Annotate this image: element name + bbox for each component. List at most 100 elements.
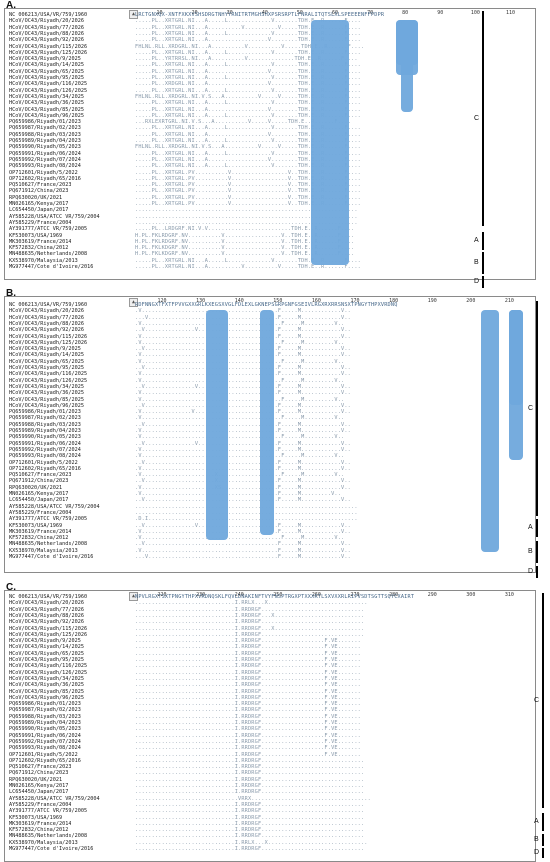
sequence-name: HCoV/OC43/Riyadh/116/2025 <box>9 81 88 88</box>
alignment-viewer[interactable]: ▲ 220 230 240 250 260 270 280 290 300 310 NC 006213… <box>4 590 536 862</box>
scroll-arrow-icon[interactable]: ▲ <box>129 10 138 19</box>
aligned-sequence: ..............................I.RRDRGF..… <box>135 820 365 827</box>
sequence-name: PQ659993/Riyadh/08/2024 <box>9 745 81 752</box>
aligned-sequence: ..............................I.RRDRGF..… <box>135 776 365 783</box>
ruler-tick-label: 190 <box>427 298 437 304</box>
clade-bar <box>536 519 538 537</box>
panel-label: C. <box>6 582 16 593</box>
sequence-name: LC654450/Japan/2017 <box>9 789 69 796</box>
aligned-sequence: .V......................................… <box>135 446 352 453</box>
aligned-sequence: .....PL..XRDGRL.NI...A..................… <box>135 81 361 88</box>
aligned-sequence: .V......................................… <box>135 308 352 315</box>
sequence-name: OP712602/Riyadh/65/2016 <box>9 175 81 182</box>
clade-label: C <box>528 404 534 412</box>
aligned-sequence: ..............................I.RRDRGF..… <box>135 764 365 771</box>
aligned-sequence: ..............................I.RRDRGF..… <box>135 808 365 815</box>
aligned-sequence: .....PL..XRTGRL.NI...A.....L............… <box>135 62 361 69</box>
sequence-name: KF530073/USA/1969 <box>9 814 63 821</box>
sequence-name: MN488635/Netherlands/2008 <box>9 833 88 840</box>
ruler-tick-label: 250 <box>273 592 283 598</box>
ruler-tick-label: 130 <box>196 298 206 304</box>
aligned-sequence: .....PL..XRTGRL.PV..........V...........… <box>135 182 361 189</box>
sequence-name: HCoV/OC43/Riyadh/9/2025 <box>9 346 81 353</box>
ruler-tick-label: 10 <box>156 10 163 16</box>
aligned-sequence: .....PL..XRTGRL.NI...A.....L............… <box>135 87 361 94</box>
sequence-name: HCoV/OC43/Riyadh/88/2026 <box>9 612 84 619</box>
sequence-name: PQ659988/Riyadh/03/2023 <box>9 131 81 138</box>
aligned-sequence: .....PL..XRTGRL.PV..........V...........… <box>135 169 361 176</box>
sequence-name: RPQ630020/UK/2021 <box>9 194 63 201</box>
aligned-sequence: .....PL..XRTGRL.PV..........V...........… <box>135 175 361 182</box>
sequence-name: OP712602/Riyadh/65/2016 <box>9 757 81 764</box>
alignment-viewer[interactable]: ▲ 10 20 30 40 50 60 70 80 90 100 110 NC 006213/USA/V… <box>4 8 536 280</box>
sequence-name: AY585229/France/2004 <box>9 801 72 808</box>
sequence-name: PQ510627/France/2023 <box>9 182 72 189</box>
aligned-sequence: ..V...............V.....................… <box>135 522 352 529</box>
aligned-sequence: ........................................… <box>135 219 358 226</box>
sequence-name: AY585228/USA/ATCC VR/759/2004 <box>9 503 100 510</box>
position-ruler: 220 230 240 250 260 270 280 290 300 310 <box>135 592 521 601</box>
sequence-name: RPQ630020/UK/2021 <box>9 776 63 783</box>
sequence-name: HCoV/OC43/Riyadh/36/2025 <box>9 100 84 107</box>
sequence-name: MN026165/Kenya/2017 <box>9 783 69 789</box>
aligned-sequence: ..............................I.RRDRGF..… <box>135 694 361 701</box>
sequence-name: HCoV/OC43/Riyadh/88/2026 <box>9 320 84 327</box>
alignment-viewer[interactable]: ▲ 120 130 140 150 160 170 180 190 200 210 NC 006213… <box>4 296 536 573</box>
ruler-tick-label: 200 <box>466 298 476 304</box>
aligned-sequence: ..V...............V.....................… <box>135 383 352 390</box>
aligned-sequence: .....PL..XRTGRL.NI...A..........V.......… <box>135 264 361 270</box>
aligned-sequence: .....PL..XRTGRL.PV..........V...........… <box>135 201 361 207</box>
aligned-sequence: ........................................… <box>135 509 358 516</box>
sequence-name: MG977447/Cote d'Ivoire/2016 <box>9 846 94 852</box>
aligned-sequence: .V......................X...............… <box>135 472 345 479</box>
sequence-name: PQ659993/Riyadh/08/2024 <box>9 453 81 460</box>
sequence-name: PQ659990/Riyadh/05/2023 <box>9 726 81 733</box>
sequence-name: OP712601/Riyadh/5/2022 <box>9 459 78 466</box>
scroll-arrow-icon[interactable]: ▲ <box>129 592 138 601</box>
panel-label: B. <box>6 288 16 299</box>
aligned-sequence: .....PL..XRTGRL.NI...A.....L............… <box>135 163 361 170</box>
aligned-sequence: FHLNL.RLL.XRDGRL.NI.V.S...A..........V..… <box>135 144 361 151</box>
sequence-name: HCoV/OC43/Riyadh/116/2025 <box>9 371 88 378</box>
aligned-sequence: ........................................… <box>135 503 358 510</box>
sequence-name: PQ659988/Riyadh/03/2023 <box>9 421 81 428</box>
sequence-name: HCoV/OC43/Riyadh/95/2025 <box>9 657 84 663</box>
clade-label: A <box>528 524 533 531</box>
ruler-tick-label: 260 <box>311 592 321 598</box>
sequence-name: HCoV/OC43/Riyadh/115/2026 <box>9 625 88 632</box>
sequence-name: HCoV/OC43/Riyadh/115/2026 <box>9 333 88 340</box>
aligned-sequence: .V......................................… <box>135 339 345 346</box>
sequence-name: HCoV/OC43/Riyadh/92/2026 <box>9 619 84 626</box>
aligned-sequence: ..V.....................................… <box>135 497 352 504</box>
clade-label: C <box>474 114 480 122</box>
aligned-sequence: .V......................................… <box>135 428 352 434</box>
aligned-sequence: .V......................................… <box>135 453 345 460</box>
sequence-name: HCoV/OC43/Riyadh/85/2025 <box>9 106 84 113</box>
sequence-name: PQ659992/Riyadh/07/2024 <box>9 446 81 453</box>
clade-bar <box>536 566 538 578</box>
clade-label: D <box>534 849 540 856</box>
sequence-name: PQ659991/Riyadh/06/2024 <box>9 440 81 447</box>
aligned-sequence: ..............................I.RRDRGF..… <box>135 619 365 626</box>
aligned-sequence: ..............................I.RRDRGF..… <box>135 713 361 720</box>
sequence-name: HCoV/OC43/Riyadh/36/2025 <box>9 682 84 689</box>
scroll-arrow-icon[interactable]: ▲ <box>129 298 138 307</box>
sequence-name: MG977447/Cote d'Ivoire/2016 <box>9 264 94 270</box>
sequence-name: HCoV/OC43/Riyadh/95/2025 <box>9 75 84 81</box>
ruler-tick-label: 60 <box>332 10 339 16</box>
sequence-name: HCoV/OC43/Riyadh/125/2026 <box>9 49 88 56</box>
clade-bar <box>482 11 484 226</box>
aligned-sequence: H.PL.FKLKDGRF.NV..........V.............… <box>135 245 355 252</box>
sequence-name: PQ510627/France/2023 <box>9 764 72 771</box>
aligned-sequence: .....PL..XRTGRL.PV..........V...........… <box>135 194 361 201</box>
ruler-tick-label: 120 <box>157 298 167 304</box>
aligned-sequence: .....PL..XRTGRL.NI...A.....L............… <box>135 18 361 25</box>
sequence-name: HCoV/OC43/Riyadh/116/2025 <box>9 663 88 670</box>
aligned-sequence: ..............................I.RRDRGF..… <box>135 675 361 682</box>
sequence-name: HCoV/OC43/Riyadh/95/2025 <box>9 365 84 371</box>
sequence-name: KF572832/China/2012 <box>9 245 69 252</box>
aligned-sequence: .....PL..XRTGRL.NI...A.....L............… <box>135 49 361 56</box>
sequence-name: HCoV/OC43/Riyadh/126/2025 <box>9 377 88 384</box>
aligned-sequence: ..V.....................................… <box>135 421 352 428</box>
sequence-name: AY585228/USA/ATCC VR/759/2004 <box>9 213 100 220</box>
